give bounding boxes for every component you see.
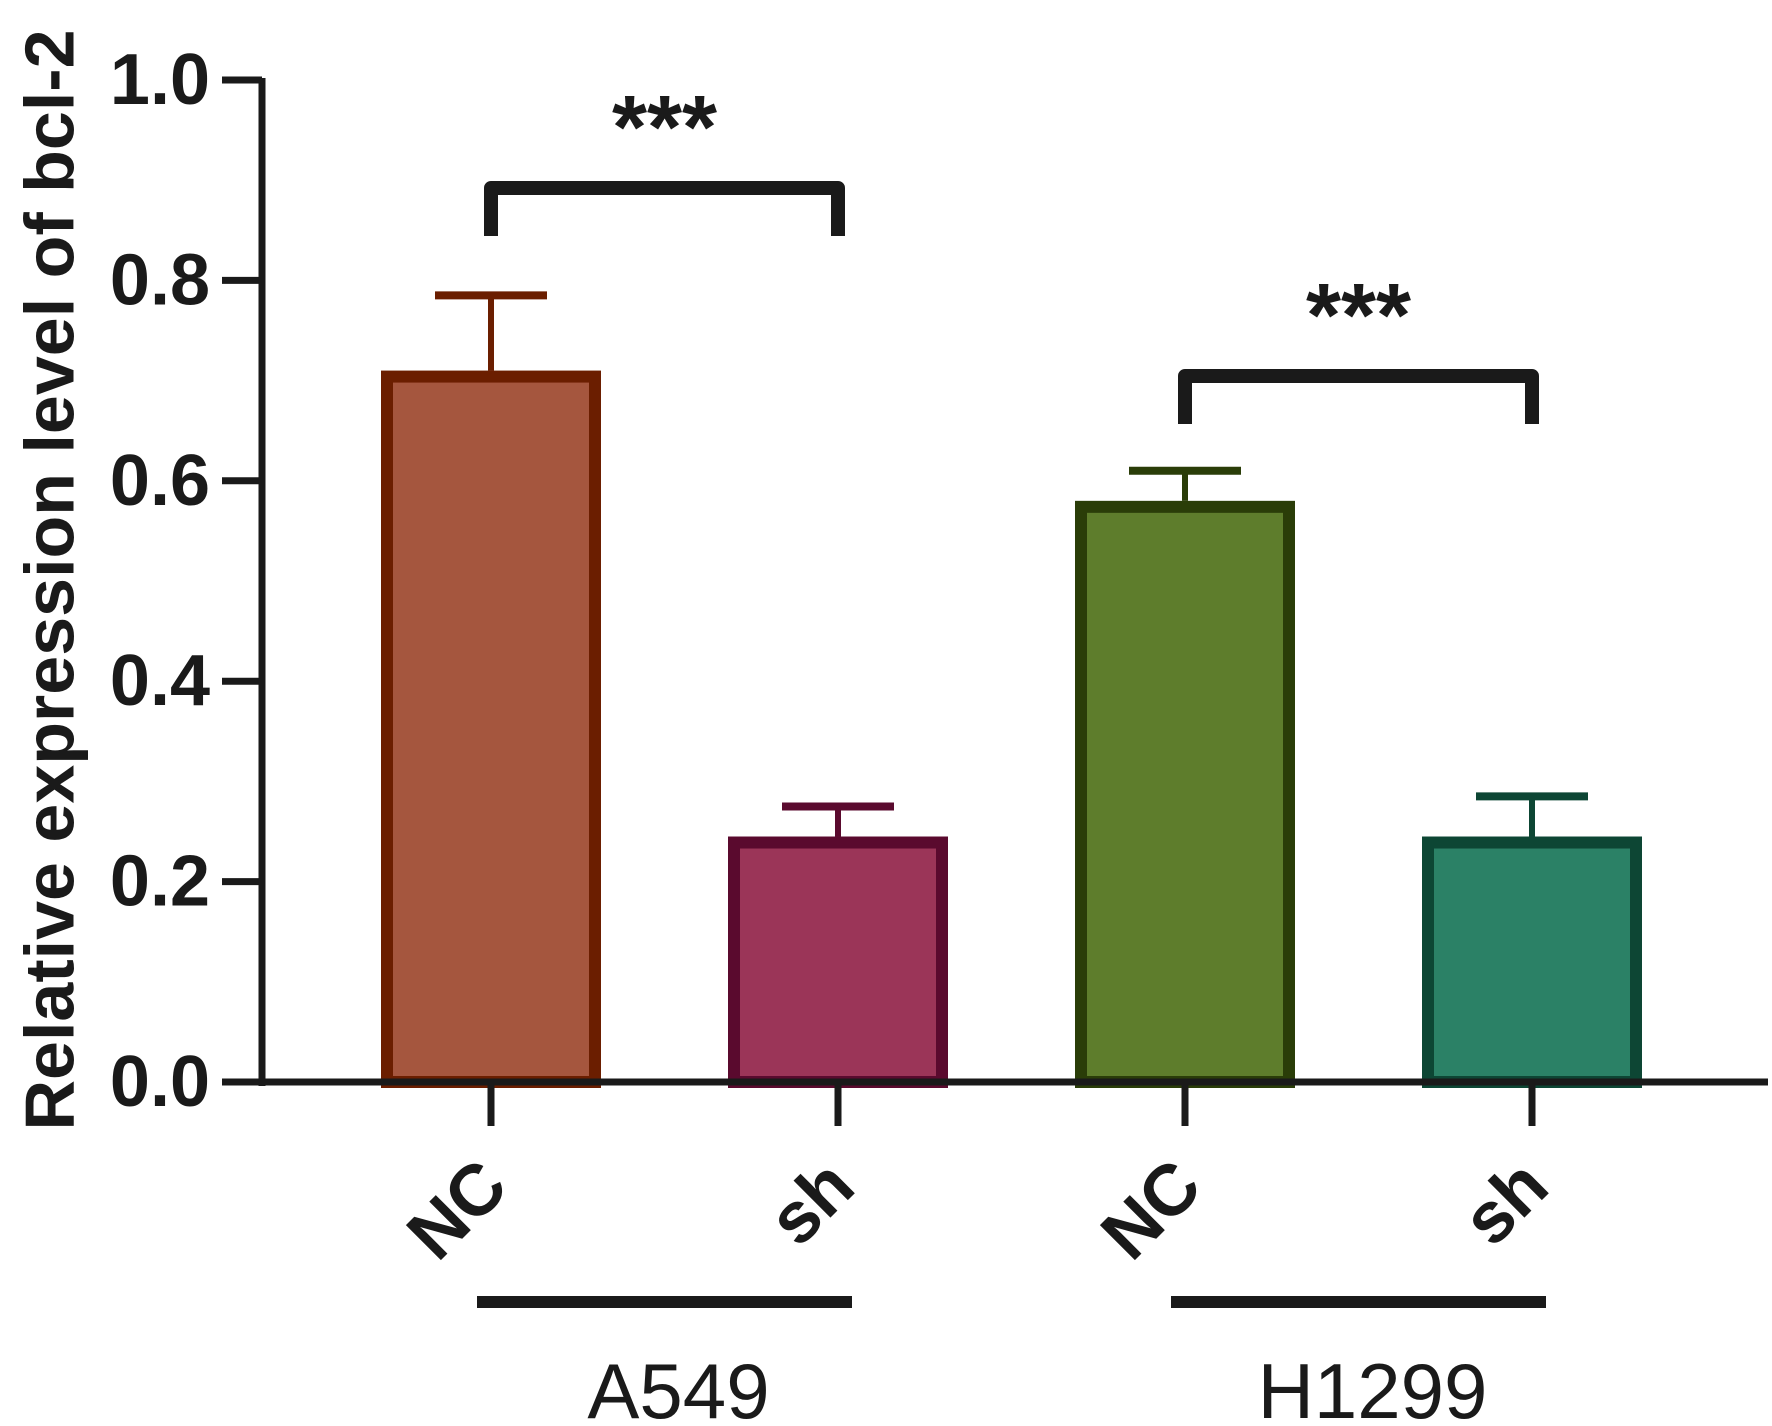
bar-nc-2 [1075, 500, 1295, 1088]
y-tick-label: 1.0 [110, 40, 210, 120]
y-axis-label: Relative expression level of bcl-2 [10, 29, 88, 1130]
y-tick-label: 0.8 [110, 240, 210, 320]
bar-sh-1 [728, 836, 948, 1089]
group-label-h1299: H1299 [1258, 1347, 1488, 1426]
significance-bracket [1178, 369, 1539, 424]
y-tick-label: 0.0 [110, 1042, 210, 1122]
significance-label: *** [1306, 266, 1411, 366]
significance-label: *** [612, 78, 717, 178]
group-labels: A549 H1299 [477, 1296, 1546, 1426]
x-tick-label: NC [1086, 1145, 1216, 1275]
x-axis: NC sh NC sh [258, 1078, 1768, 1275]
bar-nc-0 [381, 370, 601, 1088]
bars [381, 291, 1642, 1089]
group-label-a549: A549 [587, 1347, 769, 1426]
y-tick-label: 0.6 [110, 441, 210, 521]
y-tick-label: 0.2 [110, 842, 210, 922]
significance-bracket [484, 181, 845, 236]
bar-sh-3 [1422, 836, 1642, 1089]
y-tick-label: 0.4 [110, 641, 210, 721]
y-axis: 0.0 0.2 0.4 0.6 0.8 1.0 [110, 40, 266, 1122]
x-tick-label: sh [753, 1145, 869, 1261]
x-tick-label: sh [1447, 1145, 1563, 1261]
x-tick-label: NC [392, 1145, 522, 1275]
significance-annotations: *** *** [484, 78, 1539, 424]
